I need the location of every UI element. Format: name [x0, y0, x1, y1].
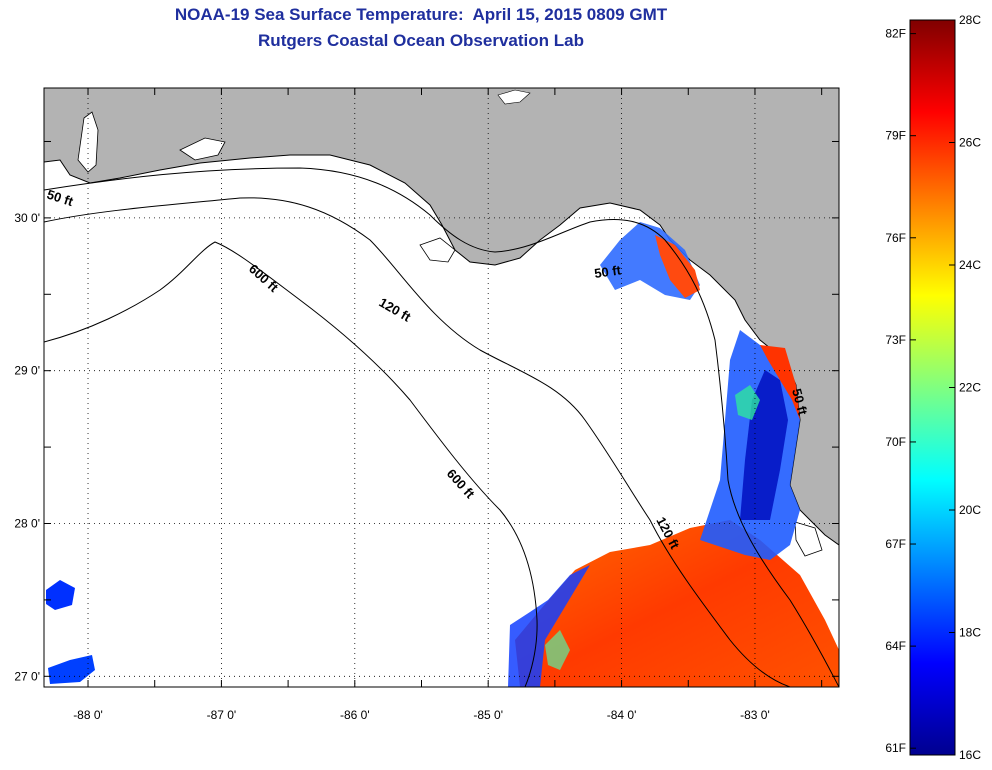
colorbar-c-label: 26C — [959, 136, 981, 150]
colorbar-f-label: 73F — [885, 333, 906, 347]
apalachicola-bay — [419, 237, 456, 263]
lon-tick-label: -86 0' — [340, 708, 370, 722]
colorbar-ticks: 28C 26C 24C 22C 20C 18C 16C 82F 79F 76F 73F 70F 67F 6… — [885, 13, 981, 762]
sst-cool-edge-south — [508, 565, 590, 687]
axis-ticks: -88 0' -87 0' -86 0' -85 0' -84 0' -83 0' 30 0… — [14, 88, 839, 722]
lon-tick-label: -85 0' — [473, 708, 503, 722]
contour-600ft — [44, 241, 538, 687]
tampa-bay — [794, 521, 823, 557]
colorbar-f-label: 82F — [885, 27, 906, 41]
lon-tick-label: -88 0' — [73, 708, 103, 722]
contour-label-50ft-bigbend: 50 ft — [593, 262, 622, 281]
colorbar-f-label: 67F — [885, 537, 906, 551]
sst-cold-sw-patch — [48, 655, 95, 684]
colorbar-c-label: 24C — [959, 258, 981, 272]
contour-120ft — [44, 197, 791, 687]
colorbar — [909, 19, 956, 756]
sst-green-patch — [735, 385, 760, 420]
colorbar-c-label: 16C — [959, 748, 981, 762]
map-subtitle: Rutgers Coastal Ocean Observation Lab — [258, 31, 584, 50]
sst-warm-nearshore — [760, 345, 800, 420]
sst-green-south — [545, 630, 570, 670]
lake-blob — [497, 89, 531, 105]
lat-tick-label: 28 0' — [14, 516, 40, 530]
map-title: NOAA-19 Sea Surface Temperature: April 1… — [174, 5, 668, 24]
sst-big-bend-warm — [655, 235, 700, 298]
sst-warm-south — [515, 520, 839, 687]
contour-50ft — [44, 167, 839, 687]
colorbar-f-label: 76F — [885, 231, 906, 245]
colorbar-c-label: 22C — [959, 381, 981, 395]
colorbar-f-label: 61F — [885, 741, 906, 755]
colorbar-c-label: 28C — [959, 13, 981, 27]
colorbar-c-label: 20C — [959, 503, 981, 517]
plot-frame — [43, 87, 840, 688]
lat-tick-label: 30 0' — [14, 211, 40, 225]
colorbar-c-label: 18C — [959, 626, 981, 640]
lat-tick-label: 29 0' — [14, 364, 40, 378]
lon-tick-label: -87 0' — [207, 708, 237, 722]
sst-cold-western-patch — [46, 580, 75, 610]
land-mass — [44, 88, 839, 546]
mobile-bay — [77, 111, 99, 173]
colorbar-f-label: 70F — [885, 435, 906, 449]
lon-tick-label: -83 0' — [740, 708, 770, 722]
lon-tick-label: -84 0' — [607, 708, 637, 722]
colorbar-f-label: 79F — [885, 129, 906, 143]
contour-label-50ft-east: 50 ft — [789, 387, 811, 417]
colorbar-f-label: 64F — [885, 639, 906, 653]
lat-tick-label: 27 0' — [14, 669, 40, 683]
depth-contours — [44, 167, 839, 687]
